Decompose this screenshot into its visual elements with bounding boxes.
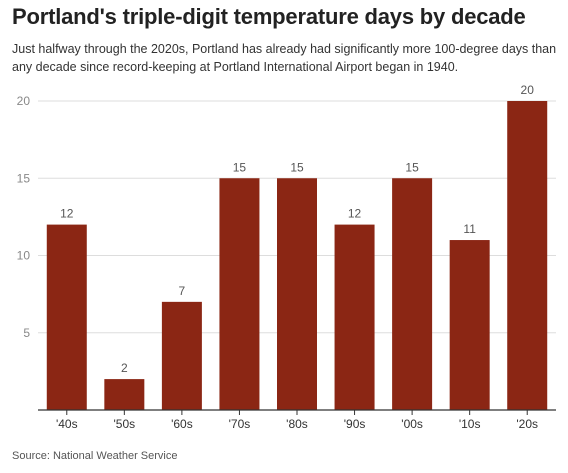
x-tick-label: '60s [171,417,193,431]
y-tick-label: 5 [23,326,30,340]
x-tick-label: '40s [56,417,78,431]
x-tick-label: '50s [114,417,136,431]
x-tick-label: '00s [401,417,423,431]
bar [161,301,202,410]
bar-value-label: 12 [60,207,74,221]
bar [46,224,87,410]
bar-value-label: 15 [290,160,304,174]
bar [277,178,317,410]
x-tick-label: '70s [229,417,251,431]
bar-value-label: 11 [463,222,476,236]
bar [219,178,260,410]
x-tick-label: '90s [344,417,366,431]
bar-value-label: 15 [233,160,247,174]
y-tick-label: 20 [17,94,31,108]
bar-value-label: 7 [179,284,186,298]
y-tick-label: 10 [17,249,31,263]
x-tick-label: '10s [459,417,481,431]
x-tick-label: '80s [286,417,308,431]
bar-value-label: 12 [348,207,362,221]
bar-value-label: 15 [405,160,419,174]
bar-value-label: 20 [521,83,535,97]
x-tick-label: '20s [516,417,538,431]
bar [392,178,433,410]
bar [334,224,375,410]
bar [449,240,490,410]
chart-title: Portland's triple-digit temperature days… [12,4,526,29]
y-tick-label: 15 [17,171,31,185]
bar-value-label: 2 [121,361,128,375]
bar [507,101,548,410]
bar [104,379,145,410]
chart-subtitle: Just halfway through the 2020s, Portland… [12,42,557,74]
source-note: Source: National Weather Service [12,450,178,462]
